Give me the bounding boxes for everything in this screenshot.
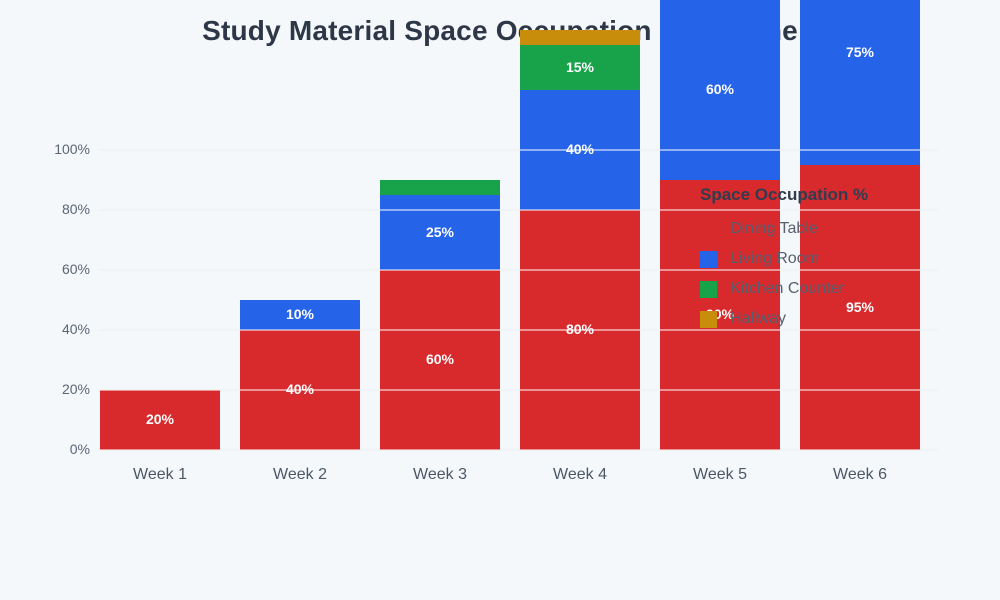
x-axis-label: Week 3 <box>413 466 467 483</box>
bar-value-label: 40% <box>285 381 315 397</box>
legend-item-hallway[interactable]: Hallway <box>700 304 868 334</box>
bar-value-label: 15% <box>565 58 595 75</box>
bar-value-label: 60% <box>425 351 455 367</box>
y-axis-tick: 40% <box>61 321 90 337</box>
bar-value-label: 60% <box>705 81 735 97</box>
legend-swatch-dining-table <box>700 220 717 238</box>
gridline-overlay <box>98 449 938 451</box>
legend-item-dining-table[interactable]: Dining Table <box>700 214 868 244</box>
bar-segment-dining-table[interactable] <box>380 270 500 450</box>
gridline-overlay <box>98 329 938 331</box>
bar-value-label: 80% <box>565 321 595 337</box>
gridline-overlay <box>98 209 938 211</box>
bar-segment-dining-table[interactable] <box>800 165 920 450</box>
legend-swatch-hallway <box>700 310 717 328</box>
legend: Space Occupation % Dining Table Living Ro… <box>700 185 868 334</box>
legend-item-label: Living Room <box>730 250 819 267</box>
legend-item-kitchen-counter[interactable]: Kitchen Counter <box>700 274 868 304</box>
gridline-overlay <box>98 149 938 151</box>
x-axis-label: Week 4 <box>553 466 607 483</box>
bar-segment-kitchen-counter[interactable] <box>380 180 500 195</box>
legend-item-label: Kitchen Counter <box>730 280 845 297</box>
legend-swatch-living-room <box>700 250 717 268</box>
legend-item-label: Hallway <box>730 310 787 327</box>
y-axis-tick: 0% <box>69 441 90 457</box>
gridline-overlay <box>98 269 938 271</box>
bar-value-label: 20% <box>145 411 175 427</box>
legend-items: Dining Table Living Room Kitchen Counter Ha… <box>700 214 868 334</box>
bar-value-label: 40% <box>565 141 595 157</box>
gridline-overlay <box>98 389 938 391</box>
bar-value-label: 95% <box>845 298 875 315</box>
legend-item-label: Dining Table <box>730 220 818 237</box>
legend-title: Space Occupation % <box>700 185 869 204</box>
bar-segment-living-room[interactable] <box>800 0 920 165</box>
x-axis-label: Week 6 <box>833 466 887 483</box>
y-axis-tick: 20% <box>61 381 90 397</box>
bar-segment-dining-table[interactable] <box>100 390 220 450</box>
x-axis-label: Week 5 <box>693 466 747 483</box>
bar-segment-living-room[interactable] <box>240 300 360 330</box>
y-axis-tick: 100% <box>54 141 90 157</box>
x-axis-label: Week 1 <box>133 466 187 483</box>
x-axis-label: Week 2 <box>273 466 327 483</box>
bar-segment-dining-table[interactable] <box>660 180 780 450</box>
bar-value-label: 25% <box>425 223 455 240</box>
bar-segment-kitchen-counter[interactable] <box>520 45 640 90</box>
legend-item-living-room[interactable]: Living Room <box>700 244 868 274</box>
legend-swatch-kitchen-counter <box>700 280 717 298</box>
bar-value-label: 75% <box>845 43 875 60</box>
y-axis-tick: 80% <box>61 201 90 217</box>
y-axis-tick: 60% <box>61 261 90 277</box>
bar-segment-hallway[interactable] <box>520 30 640 45</box>
bar-segment-living-room[interactable] <box>380 195 500 270</box>
bar-value-label: 10% <box>285 306 315 322</box>
